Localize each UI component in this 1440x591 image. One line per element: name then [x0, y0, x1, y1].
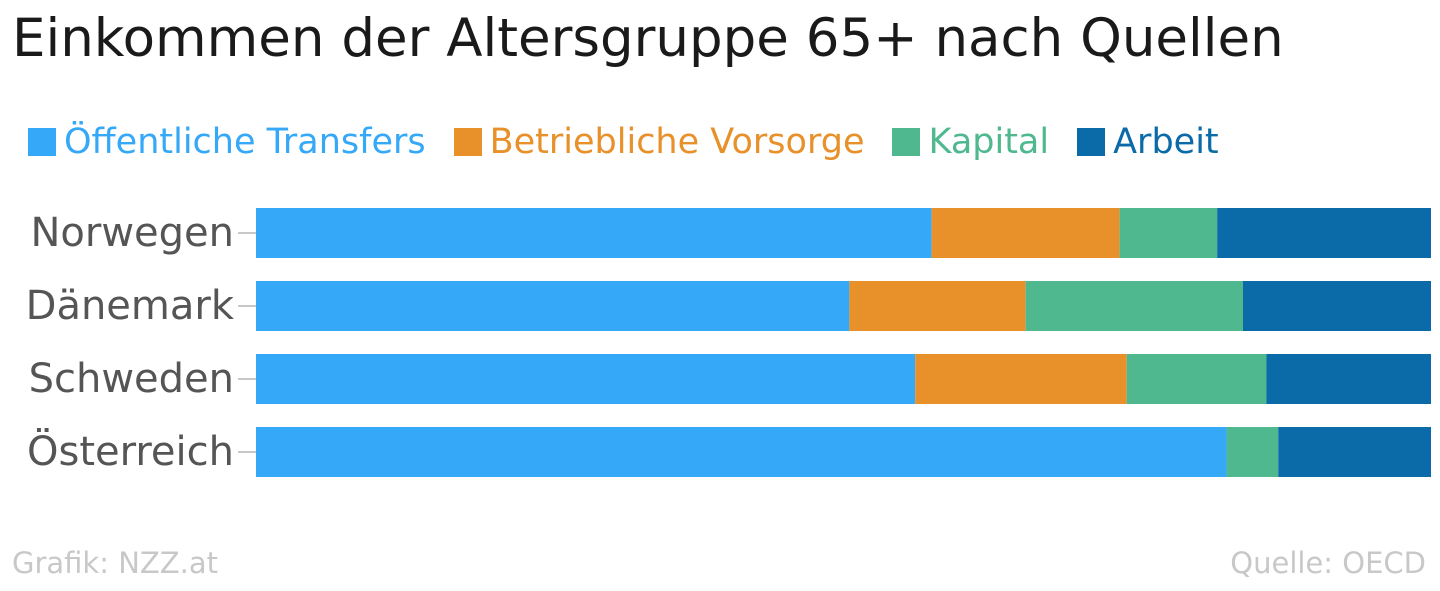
- source-text: Quelle: OECD: [1230, 546, 1426, 580]
- category-label-schweden: Schweden: [29, 356, 234, 402]
- legend-label: Kapital: [928, 122, 1050, 162]
- category-label-danemark: Dänemark: [26, 283, 235, 329]
- category-label-norwegen: Norwegen: [30, 210, 234, 256]
- legend-item-kapital: Kapital: [892, 122, 1049, 162]
- legend-item-offentliche-transfers: Öffentliche Transfers: [28, 122, 426, 162]
- bar-segment-osterreich-kapital: [1226, 427, 1279, 477]
- bar-segment-osterreich-arbeit: [1278, 427, 1431, 477]
- bar-segment-norwegen-betriebliche-vorsorge: [931, 208, 1120, 258]
- bar-segment-danemark-offentliche-transfers: [256, 281, 850, 331]
- legend-item-betriebliche-vorsorge: Betriebliche Vorsorge: [453, 122, 865, 162]
- legend-swatch: [892, 128, 921, 156]
- bar-segment-schweden-offentliche-transfers: [256, 354, 916, 404]
- credit-text: Grafik: NZZ.at: [12, 546, 219, 580]
- bar-segment-osterreich-offentliche-transfers: [256, 427, 1227, 477]
- bar-segment-norwegen-offentliche-transfers: [256, 208, 932, 258]
- legend-label: Betriebliche Vorsorge: [489, 122, 865, 162]
- category-label-osterreich: Österreich: [27, 427, 234, 475]
- legend-swatch: [1077, 128, 1106, 156]
- legend-label: Öffentliche Transfers: [64, 122, 426, 162]
- legend-item-arbeit: Arbeit: [1077, 122, 1219, 162]
- bar-segment-danemark-kapital: [1025, 281, 1244, 331]
- bar-segment-norwegen-kapital: [1119, 208, 1218, 258]
- bar-segment-norwegen-arbeit: [1217, 208, 1431, 258]
- legend-swatch: [453, 128, 482, 156]
- chart-title: Einkommen der Altersgruppe 65+ nach Quel…: [12, 8, 1284, 69]
- legend-label: Arbeit: [1113, 122, 1219, 162]
- stacked-bar-chart: Norwegen Dänemark Schweden Österreich: [26, 208, 1431, 477]
- bar-segment-schweden-kapital: [1126, 354, 1267, 404]
- bar-segment-schweden-arbeit: [1266, 354, 1431, 404]
- bar-segment-danemark-betriebliche-vorsorge: [849, 281, 1026, 331]
- bar-segment-danemark-arbeit: [1243, 281, 1431, 331]
- legend-swatch: [28, 128, 56, 156]
- legend: Öffentliche Transfers Betriebliche Vorsor…: [28, 112, 1430, 172]
- bar-segment-schweden-betriebliche-vorsorge: [915, 354, 1127, 404]
